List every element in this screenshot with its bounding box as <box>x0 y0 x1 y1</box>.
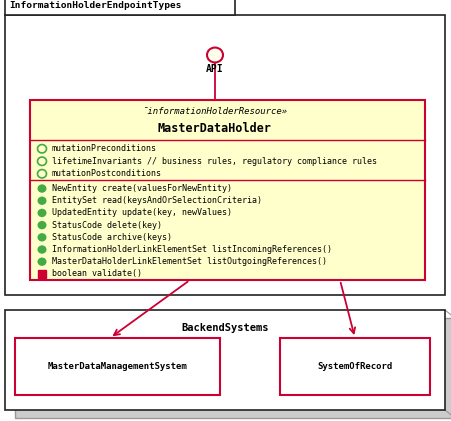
Circle shape <box>37 245 46 254</box>
Circle shape <box>37 144 46 153</box>
Text: boolean validate(): boolean validate() <box>52 269 142 278</box>
Text: StatusCode archive(keys): StatusCode archive(keys) <box>52 233 172 242</box>
Text: MasterDataManagementSystem: MasterDataManagementSystem <box>47 362 187 371</box>
Text: EntitySet read(keysAndOrSelectionCriteria): EntitySet read(keysAndOrSelectionCriteri… <box>52 196 262 205</box>
Text: mutationPreconditions: mutationPreconditions <box>52 144 156 153</box>
Circle shape <box>37 184 46 193</box>
Text: MasterDataHolderLinkElementSet listOutgoingReferences(): MasterDataHolderLinkElementSet listOutgo… <box>52 257 326 266</box>
Text: mutationPostconditions: mutationPostconditions <box>52 169 161 178</box>
Circle shape <box>37 233 46 242</box>
Circle shape <box>37 221 46 229</box>
Text: NewEntity create(valuesForNewEntity): NewEntity create(valuesForNewEntity) <box>52 184 231 193</box>
Bar <box>30 100 424 280</box>
Text: ¯informationHolderResource»: ¯informationHolderResource» <box>142 107 287 117</box>
Text: UpdatedEntity update(key, newValues): UpdatedEntity update(key, newValues) <box>52 208 231 217</box>
Text: SystemOfRecord: SystemOfRecord <box>317 362 392 371</box>
Circle shape <box>37 157 46 165</box>
Bar <box>5 15 444 295</box>
Circle shape <box>37 197 46 205</box>
Bar <box>15 338 220 395</box>
Circle shape <box>37 258 46 266</box>
Bar <box>38 270 46 278</box>
Text: BackendSystems: BackendSystems <box>181 323 268 333</box>
Bar <box>5 310 444 410</box>
Text: InformationHolderEndpointTypes: InformationHolderEndpointTypes <box>9 2 182 11</box>
Text: API: API <box>206 64 223 75</box>
Bar <box>5 0 235 15</box>
Circle shape <box>37 170 46 178</box>
Text: StatusCode delete(key): StatusCode delete(key) <box>52 221 161 229</box>
Text: MasterDataHolder: MasterDataHolder <box>158 122 272 134</box>
Text: InformationHolderLinkElementSet listIncomingReferences(): InformationHolderLinkElementSet listInco… <box>52 245 331 254</box>
Bar <box>15 318 451 418</box>
Circle shape <box>37 209 46 217</box>
Text: lifetimeInvariants // business rules, regulatory compliance rules: lifetimeInvariants // business rules, re… <box>52 157 376 166</box>
Bar <box>279 338 429 395</box>
Circle shape <box>207 48 222 62</box>
